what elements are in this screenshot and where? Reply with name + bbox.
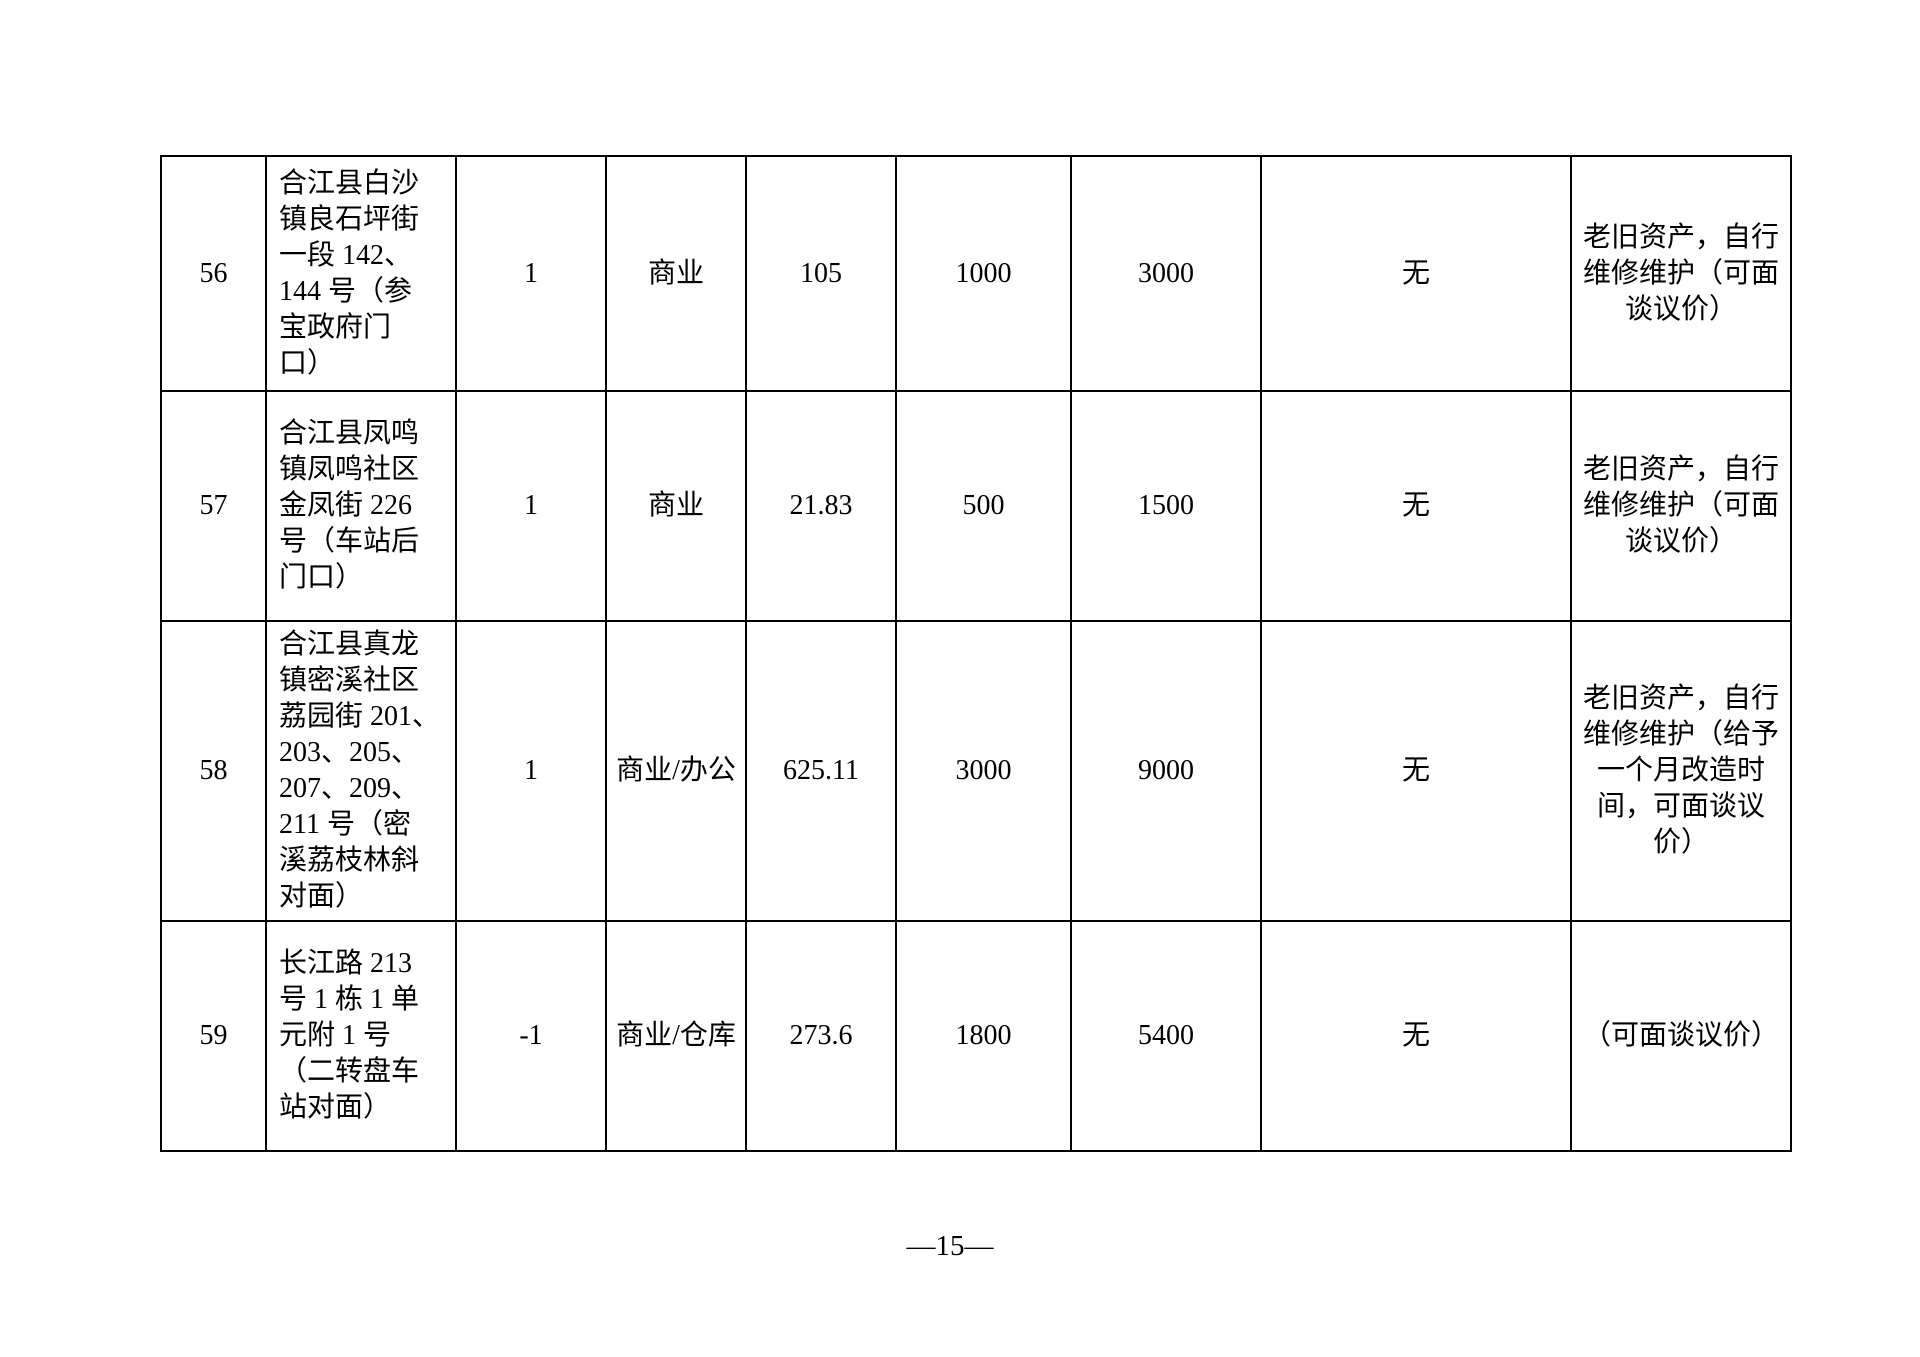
table-cell-value: 1800 [895,920,1072,1152]
table-cell-area: 625.11 [745,620,897,922]
table-cell-value: 5400 [1070,920,1262,1152]
table-cell-value: 500 [895,390,1072,622]
table-cell-remark: 老旧资产，自行 维修维护（可面 谈议价） [1570,155,1792,392]
table-cell-location: 合江县凤鸣 镇凤鸣社区 金凤街 226 号（车站后 门口） [265,390,457,622]
table-row: 56 合江县白沙 镇良石坪街 一段 142、 144 号（参 宝政府门 口） 1… [160,155,1792,392]
table-cell-location: 合江县白沙 镇良石坪街 一段 142、 144 号（参 宝政府门 口） [265,155,457,392]
asset-listing-table: 56 合江县白沙 镇良石坪街 一段 142、 144 号（参 宝政府门 口） 1… [160,155,1792,1152]
table-cell-value: 9000 [1070,620,1262,922]
table-row: 57 合江县凤鸣 镇凤鸣社区 金凤街 226 号（车站后 门口） 1 商业 21… [160,390,1792,622]
table-cell-remark: 老旧资产，自行 维修维护（给予 一个月改造时 间，可面谈议 价） [1570,620,1792,922]
table-cell-remark: 老旧资产，自行 维修维护（可面 谈议价） [1570,390,1792,622]
table-cell-quantity: 1 [455,620,607,922]
table-cell-none: 无 [1260,620,1572,922]
table-cell-none: 无 [1260,920,1572,1152]
table-cell-quantity: -1 [455,920,607,1152]
table-cell-none: 无 [1260,390,1572,622]
table-cell-usage: 商业/办公 [605,620,747,922]
table-cell-index: 58 [160,620,267,922]
table-cell-location: 长江路 213 号 1 栋 1 单 元附 1 号 （二转盘车 站对面） [265,920,457,1152]
table-cell-index: 56 [160,155,267,392]
table-cell-remark: （可面谈议价） [1570,920,1792,1152]
table-cell-quantity: 1 [455,155,607,392]
table-cell-quantity: 1 [455,390,607,622]
table-cell-usage: 商业/仓库 [605,920,747,1152]
table-cell-usage: 商业 [605,155,747,392]
table-cell-area: 21.83 [745,390,897,622]
table-cell-value: 1000 [895,155,1072,392]
table-row: 58 合江县真龙 镇密溪社区 荔园街 201、 203、205、 207、209… [160,620,1792,922]
table-cell-none: 无 [1260,155,1572,392]
page-number: —15— [906,1230,994,1262]
table-cell-area: 105 [745,155,897,392]
table-cell-value: 3000 [1070,155,1262,392]
table-cell-location: 合江县真龙 镇密溪社区 荔园街 201、 203、205、 207、209、 2… [265,620,457,922]
table-cell-index: 57 [160,390,267,622]
table-cell-index: 59 [160,920,267,1152]
table-row: 59 长江路 213 号 1 栋 1 单 元附 1 号 （二转盘车 站对面） -… [160,920,1792,1152]
table-cell-area: 273.6 [745,920,897,1152]
table-cell-value: 3000 [895,620,1072,922]
table-cell-value: 1500 [1070,390,1262,622]
table-cell-usage: 商业 [605,390,747,622]
